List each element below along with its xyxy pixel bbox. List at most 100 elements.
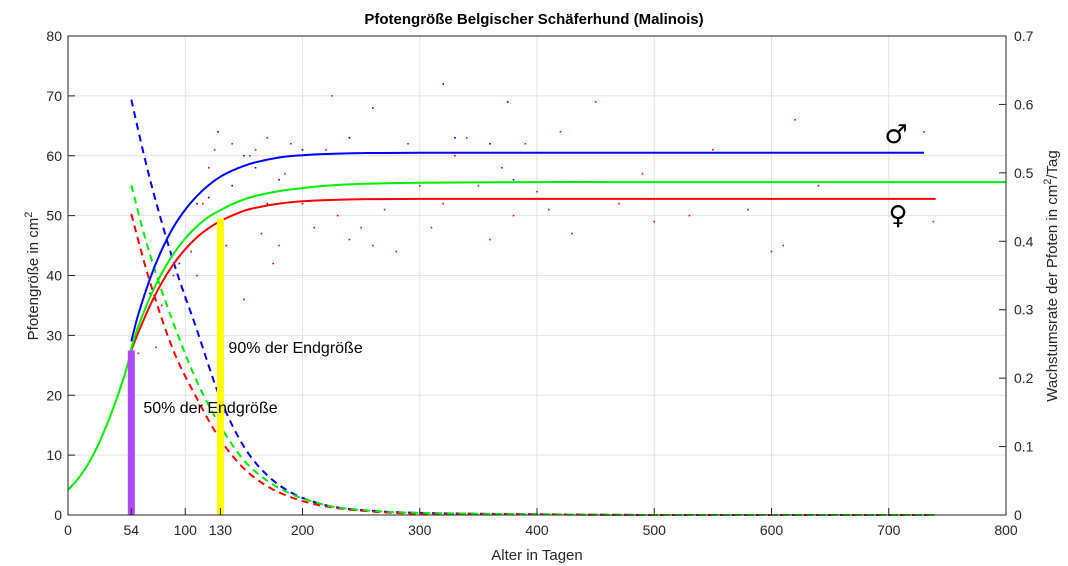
scatter-point-female [442, 202, 444, 205]
scatter-point-female [284, 172, 286, 175]
y-axis-right-label: Wachstumsrate der Pfoten in cm2/Tag [1042, 150, 1061, 402]
scatter-point-female [260, 232, 263, 235]
scatter-point-female [331, 95, 333, 97]
scatter-point-female [430, 226, 433, 229]
y-left-tick-label: 10 [46, 447, 62, 463]
rate-line-female [130, 213, 936, 517]
scatter-point-female [770, 250, 773, 253]
rate-line-male [130, 99, 936, 517]
scatter-point-male [243, 154, 245, 157]
chart-title: Pfotengröße Belgischer Schäferhund (Mali… [364, 11, 703, 28]
scatter-point-male [301, 148, 304, 151]
scatter-point-female [512, 214, 515, 217]
scatter-point-female [313, 226, 316, 229]
scatter-point-female [794, 119, 796, 121]
scatter-point-male [207, 196, 210, 199]
scatter-point-male [442, 83, 444, 85]
scatter-point-male [178, 262, 181, 265]
x-axis-label: Alter in Tagen [491, 547, 582, 564]
scatter-point-male [372, 107, 374, 109]
scatter-point-female [594, 101, 597, 103]
scatter-point-male [489, 142, 491, 145]
scatter-point-female [536, 190, 538, 193]
scatter-point-female [932, 220, 935, 223]
scatter-point-female [248, 154, 251, 157]
scatter-point-female [501, 166, 503, 169]
y-left-tick-label: 80 [46, 28, 62, 44]
y-right-tick-label: 0.5 [1014, 165, 1034, 181]
x-tick-label: 200 [291, 522, 315, 538]
y-left-tick-label: 40 [46, 268, 62, 284]
scatter-point-male [512, 178, 515, 181]
scatter-point-female [202, 202, 204, 205]
size-line-male [130, 151, 924, 342]
x-tick-label: 100 [174, 522, 198, 538]
scatter-point-female [172, 274, 175, 277]
scatter-point-female [372, 244, 374, 247]
grid [68, 36, 1006, 515]
scatter-point-female [524, 142, 527, 145]
scatter-point-male [348, 136, 351, 139]
y-axis-right: 0 0.1 0.2 0.3 0.4 0.5 0.6 0.7 [999, 28, 1034, 523]
scatter-point-female [712, 148, 714, 151]
scatter-point-female [383, 208, 386, 211]
scatter-point-female [348, 238, 351, 241]
scatter-point-female [213, 148, 216, 151]
scatter-point-female [301, 202, 304, 205]
scatter-point-female [161, 304, 163, 307]
scatter-point-female [289, 142, 292, 145]
scatter-point-female [747, 208, 749, 211]
plot-area [67, 83, 1006, 517]
y-left-tick-label: 70 [46, 88, 62, 104]
scatter-point-female [618, 202, 620, 205]
scatter-point-female [336, 214, 339, 217]
annotations: 50% der Endgröße 90% der Endgröße ♂ ♀ [143, 120, 907, 417]
y-right-tick-label: 0.2 [1014, 370, 1034, 386]
scatter-point-female [477, 184, 480, 187]
y-left-tick-label: 20 [46, 387, 62, 403]
y-right-tick-label: 0.3 [1014, 302, 1034, 318]
y-left-tick-label: 60 [46, 148, 62, 164]
size-line-all [67, 181, 1006, 491]
x-tick-label: 800 [994, 522, 1018, 538]
x-tick-label: 300 [408, 522, 432, 538]
y-right-tick-label: 0.4 [1014, 233, 1034, 249]
y-right-tick-label: 0.6 [1014, 96, 1034, 112]
scatter-point-male [196, 202, 198, 205]
size-line-female [130, 197, 936, 351]
scatter-point-female [454, 154, 456, 157]
marker-label-54: 50% der Endgröße [143, 400, 277, 417]
scatter-point-female [278, 244, 280, 247]
scatter-point-female [641, 172, 644, 175]
scatter-point-female [155, 346, 157, 349]
scatter-point-male [454, 136, 456, 139]
scatter-point-female [688, 214, 691, 217]
x-tick-label: 130 [209, 522, 233, 538]
x-tick-label: 700 [877, 522, 901, 538]
scatter-point-female [547, 208, 550, 211]
scatter-point-male [266, 202, 269, 205]
x-tick-label: 400 [525, 522, 549, 538]
x-axis: 0 100 200 300 400 500 600 700 800 54 130 [64, 508, 1018, 538]
scatter-point-female [817, 184, 820, 187]
scatter-point-female [559, 131, 562, 133]
scatter-point-female [272, 262, 274, 265]
scatter-point-female [571, 232, 573, 235]
scatter-point-female [243, 298, 245, 301]
scatter-point-female [465, 136, 468, 139]
scatter-point-female [207, 166, 210, 169]
scatter-point-female [782, 244, 785, 247]
y-axis-left-label: Pfotengröße in cm2 [23, 212, 42, 341]
x-tick-label: 500 [643, 522, 667, 538]
y-right-tick-label: 0.1 [1014, 439, 1034, 455]
scatter-point-female [395, 250, 398, 253]
scatter-point-female [266, 136, 269, 139]
scatter-point-female [196, 274, 198, 277]
scatter-point-female [254, 148, 257, 151]
scatter-point-female [325, 148, 327, 151]
scatter-point-female [923, 131, 925, 133]
x-tick-label: 54 [124, 522, 140, 538]
y-left-tick-label: 0 [54, 507, 62, 523]
scatter-point-male [254, 166, 257, 169]
